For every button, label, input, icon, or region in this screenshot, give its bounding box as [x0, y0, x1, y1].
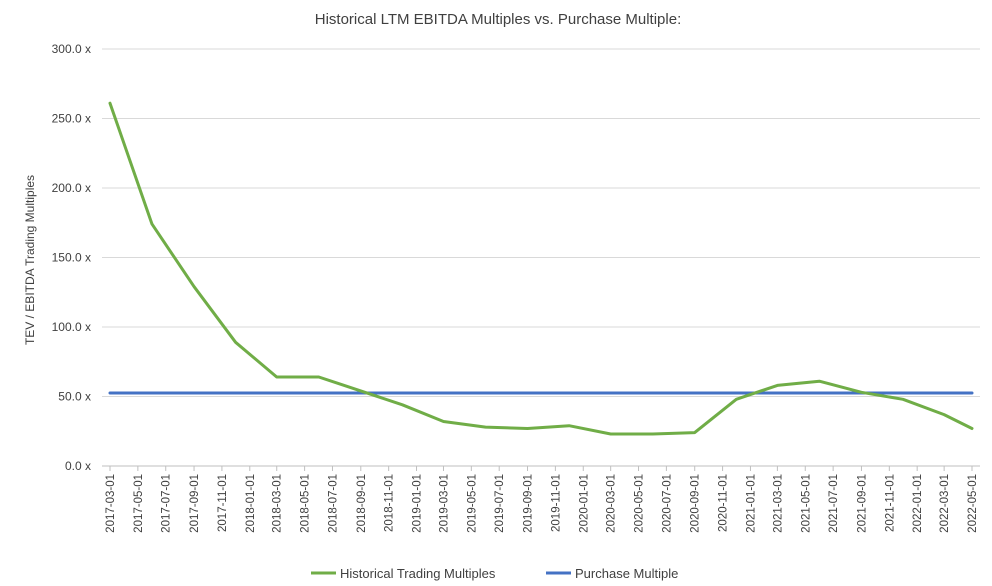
x-tick-label: 2021-07-01: [828, 474, 840, 533]
y-tick-label: 50.0 x: [58, 390, 91, 404]
y-tick-label: 0.0 x: [65, 459, 91, 473]
x-tick-label: 2018-03-01: [272, 474, 284, 533]
x-tick-label: 2019-01-01: [412, 474, 424, 533]
x-tick-label: 2018-11-01: [384, 474, 396, 532]
x-tick-label: 2021-05-01: [800, 474, 812, 533]
x-tick-label: 2017-05-01: [133, 474, 145, 533]
x-tick-label: 2020-05-01: [634, 474, 646, 533]
x-tick-label: 2017-11-01: [217, 474, 229, 532]
x-tick-label: 2022-05-01: [967, 474, 979, 533]
y-tick-label: 300.0 x: [52, 42, 91, 56]
x-tick-label: 2018-09-01: [356, 474, 368, 533]
x-tick-label: 2020-11-01: [718, 474, 730, 532]
y-axis-ticks: 0.0 x 50.0 x 100.0 x 150.0 x 200.0 x 250.0 x 3…: [52, 42, 91, 473]
y-axis-label: TEV / EBITDA Trading Multiples: [23, 175, 37, 345]
x-tick-label: 2020-03-01: [606, 474, 618, 533]
x-tick-label: 2018-05-01: [300, 474, 312, 533]
series-line-historical: [108, 101, 974, 436]
x-tick-label: 2022-01-01: [912, 474, 924, 533]
x-tick-label: 2018-07-01: [327, 474, 339, 533]
x-tick-label: 2020-07-01: [661, 474, 673, 533]
x-axis-ticks: 2017-03-01 2017-05-01 2017-07-01 2017-09-01…: [105, 466, 979, 533]
series-lines: [108, 101, 974, 436]
y-tick-label: 200.0 x: [52, 181, 91, 195]
y-tick-label: 100.0 x: [52, 320, 91, 334]
x-tick-label: 2022-03-01: [939, 474, 951, 533]
chart-title: Historical LTM EBITDA Multiples vs. Purc…: [315, 11, 682, 28]
x-tick-label: 2017-07-01: [161, 474, 173, 533]
legend-label-purchase: Purchase Multiple: [575, 566, 678, 581]
x-tick-label: 2021-03-01: [772, 474, 784, 533]
x-tick-label: 2021-09-01: [856, 474, 868, 533]
x-tick-label: 2021-11-01: [884, 474, 896, 532]
x-tick-label: 2017-03-01: [105, 474, 117, 533]
x-tick-label: 2017-09-01: [189, 474, 201, 533]
y-tick-label: 150.0 x: [52, 251, 91, 265]
gridlines: [102, 48, 980, 467]
x-tick-label: 2019-09-01: [523, 474, 535, 533]
x-tick-label: 2021-01-01: [745, 474, 757, 533]
x-tick-label: 2019-07-01: [494, 474, 506, 533]
x-tick-label: 2019-03-01: [438, 474, 450, 533]
x-tick-label: 2020-01-01: [578, 474, 590, 533]
legend: Historical Trading Multiples Purchase Mu…: [311, 566, 678, 581]
x-tick-label: 2020-09-01: [690, 474, 702, 533]
x-tick-label: 2018-01-01: [245, 474, 257, 533]
x-tick-label: 2019-05-01: [466, 474, 478, 533]
legend-label-historical: Historical Trading Multiples: [340, 566, 496, 581]
x-tick-label: 2019-11-01: [550, 474, 562, 532]
y-tick-label: 250.0 x: [52, 112, 91, 126]
